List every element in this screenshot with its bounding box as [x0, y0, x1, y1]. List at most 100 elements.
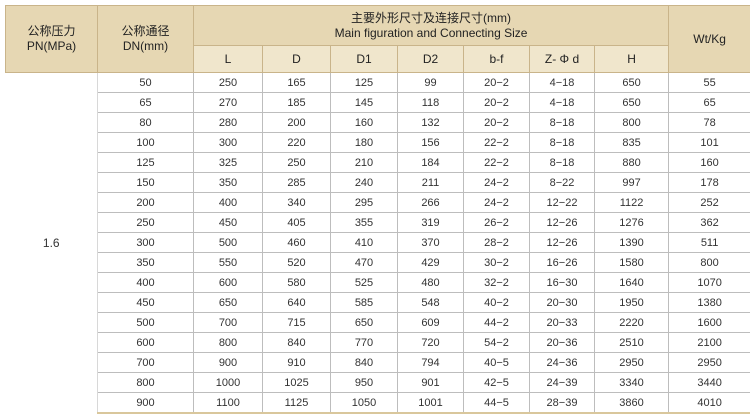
table-cell: 240	[330, 172, 398, 193]
header-col: H	[593, 45, 670, 73]
table-cell: 40−5	[463, 352, 530, 373]
table-cell: 650	[330, 312, 398, 333]
table-cell: 470	[330, 252, 398, 273]
table-cell: 8−18	[529, 132, 595, 153]
table-cell: 650	[593, 92, 670, 113]
table-cell: 125	[330, 72, 398, 93]
table-cell: 1125	[262, 392, 331, 414]
header-dn: 公称通径 DN(mm)	[97, 5, 194, 73]
table-cell: 650	[193, 292, 263, 313]
table-cell: 325	[193, 152, 263, 173]
table-cell: 800	[97, 372, 194, 393]
header-pn-cn: 公称压力	[27, 24, 76, 38]
table-cell: 715	[262, 312, 331, 333]
table-cell: 280	[193, 112, 263, 133]
table-cell: 30−2	[463, 252, 530, 273]
table-cell: 185	[262, 92, 331, 113]
table-cell: 600	[97, 332, 194, 353]
table-cell: 28−39	[529, 392, 595, 414]
table-cell: 300	[97, 232, 194, 253]
header-main-cn: 主要外形尺寸及连接尺寸(mm)	[351, 10, 512, 25]
table-cell: 580	[262, 272, 331, 293]
table-cell: 165	[262, 72, 331, 93]
table-cell: 50	[97, 72, 194, 93]
table-cell: 2510	[593, 332, 670, 353]
table-cell: 525	[330, 272, 398, 293]
table-cell: 145	[330, 92, 398, 113]
table-cell: 720	[397, 332, 464, 353]
table-cell: 16−30	[529, 272, 595, 293]
table-cell: 1000	[193, 372, 263, 393]
table-cell: 405	[262, 212, 331, 233]
table-cell: 770	[330, 332, 398, 353]
header-main: 主要外形尺寸及连接尺寸(mm) Main figuration and Conne…	[192, 5, 670, 46]
table-cell: 901	[397, 372, 464, 393]
table-cell: 548	[397, 292, 464, 313]
table-row: 200 400 340 295 266 24−2 12−22 1122 252	[6, 192, 750, 213]
table-cell: 200	[97, 192, 194, 213]
table-cell: 2950	[593, 352, 670, 373]
table-cell: 184	[397, 152, 464, 173]
table-cell: 24−36	[529, 352, 595, 373]
table-cell: 1950	[593, 292, 670, 313]
table-cell: 429	[397, 252, 464, 273]
table-cell: 4−18	[529, 72, 595, 93]
table-cell: 156	[397, 132, 464, 153]
table-row: 65 270 185 145 118 20−2 4−18 650 65	[6, 92, 750, 113]
table-cell: 800	[668, 252, 750, 273]
table-cell: 12−26	[529, 212, 595, 233]
table-cell: 350	[193, 172, 263, 193]
table-cell: 450	[97, 292, 194, 313]
table-cell: 450	[193, 212, 263, 233]
table-cell: 840	[262, 332, 331, 353]
table-cell: 44−5	[463, 392, 530, 414]
table-cell: 125	[97, 152, 194, 173]
table-cell: 1600	[668, 312, 750, 333]
spec-table: 公称压力 PN(MPa) 公称通径 DN(mm) 主要外形尺寸及连接尺寸(mm) Ma…	[5, 5, 750, 414]
table-cell: 150	[97, 172, 194, 193]
table-cell: 794	[397, 352, 464, 373]
table-cell: 270	[193, 92, 263, 113]
table-cell: 460	[262, 232, 331, 253]
table-cell: 8−18	[529, 112, 595, 133]
table-cell: 12−26	[529, 232, 595, 253]
table-cell: 650	[593, 72, 670, 93]
table-cell: 585	[330, 292, 398, 313]
table-row: 900 1100 1125 1050 1001 44−5 28−39 3860 4010	[6, 392, 750, 414]
table-cell: 101	[668, 132, 750, 153]
table-cell: 800	[193, 332, 263, 353]
table-cell: 250	[97, 212, 194, 233]
table-cell: 700	[193, 312, 263, 333]
table-cell: 200	[262, 112, 331, 133]
table-cell: 160	[668, 152, 750, 173]
table-row: 500 700 715 650 609 44−2 20−33 2220 1600	[6, 312, 750, 333]
table-cell: 22−2	[463, 132, 530, 153]
table-row: 300 500 460 410 370 28−2 12−26 1390 511	[6, 232, 750, 253]
table-cell: 319	[397, 212, 464, 233]
table-row: 150 350 285 240 211 24−2 8−22 997 178	[6, 172, 750, 193]
table-cell: 1025	[262, 372, 331, 393]
table-cell: 20−2	[463, 72, 530, 93]
table-row: 600 800 840 770 720 54−2 20−36 2510 2100	[6, 332, 750, 353]
table-row: 350 550 520 470 429 30−2 16−26 1580 800	[6, 252, 750, 273]
table-cell: 350	[97, 252, 194, 273]
table-cell: 500	[97, 312, 194, 333]
table-cell: 1380	[668, 292, 750, 313]
table-cell: 16−26	[529, 252, 595, 273]
header-pn-en: PN(MPa)	[26, 39, 77, 53]
table-row: 450 650 640 585 548 40−2 20−30 1950 1380	[6, 292, 750, 313]
table-cell: 8−18	[529, 152, 595, 173]
table-cell: 44−2	[463, 312, 530, 333]
table-cell: 220	[262, 132, 331, 153]
header-col: D	[262, 45, 331, 73]
table-cell: 1070	[668, 272, 750, 293]
table-cell: 700	[97, 352, 194, 373]
table-cell: 24−2	[463, 172, 530, 193]
table-cell: 20−30	[529, 292, 595, 313]
table-cell: 500	[193, 232, 263, 253]
table-cell: 600	[193, 272, 263, 293]
table-cell: 99	[397, 72, 464, 93]
table-row: 1.6 50 250 165 125 99 20−2 4−18 650 55	[5, 72, 750, 413]
table-cell: 880	[593, 152, 670, 173]
